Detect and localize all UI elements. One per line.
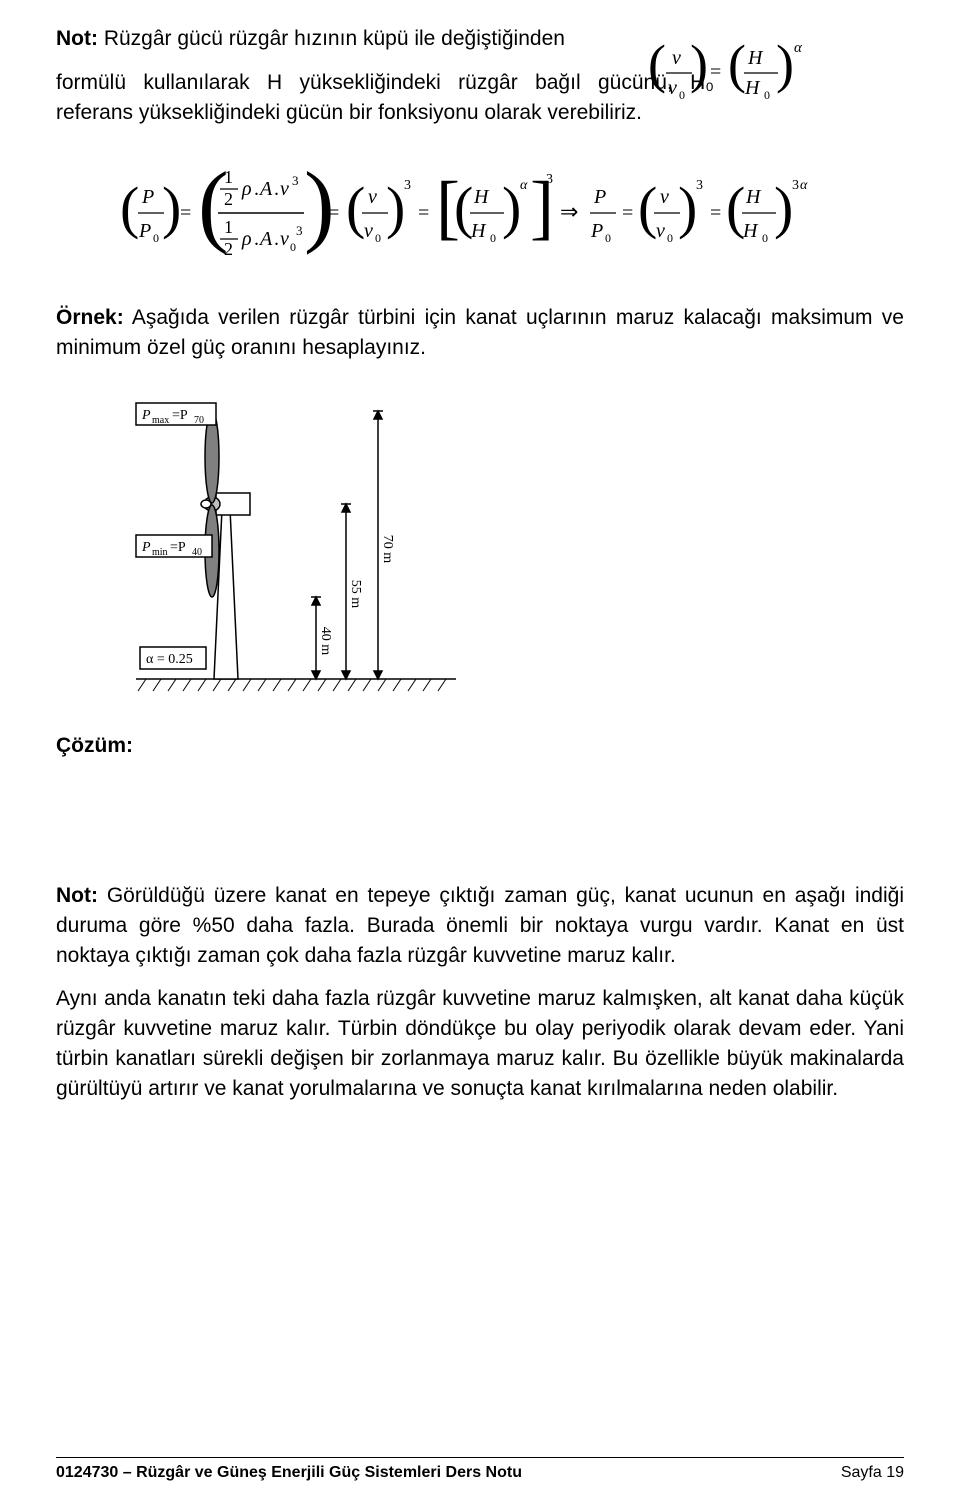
svg-text:v: v [660,186,669,208]
svg-text:0: 0 [605,231,611,245]
svg-text:): ) [678,175,697,240]
svg-text:3: 3 [292,173,299,188]
svg-text:α: α [520,178,528,193]
svg-text:0: 0 [667,231,673,245]
svg-text:(: ( [648,34,666,94]
svg-text:.: . [274,178,279,200]
label-55m: 55 m [348,580,363,609]
svg-text:): ) [162,175,181,240]
svg-text:ρ: ρ [241,228,252,250]
svg-text:): ) [502,175,521,240]
svg-text:v: v [364,220,373,242]
eq-var-v: v [672,47,681,69]
svg-text:): ) [776,34,794,94]
eq-exponent-alpha: α [794,40,803,56]
svg-text:v: v [280,228,289,250]
svg-text:3: 3 [696,178,703,193]
svg-text:1: 1 [224,167,233,187]
svg-text:=: = [328,202,339,224]
svg-text:=P: =P [170,540,186,555]
svg-text:): ) [690,34,708,94]
svg-text:0: 0 [762,231,768,245]
footer-left: 0124730 – Rüzgâr ve Güneş Enerjili Güç S… [56,1462,522,1485]
svg-text:P: P [593,186,606,208]
svg-text:2: 2 [224,239,233,259]
eq-var-v0: v [668,77,677,99]
svg-text:0: 0 [679,88,685,102]
label-not2: Not: [56,884,98,907]
text-ornek: Aşağıda verilen rüzgâr türbini için kana… [56,306,904,359]
svg-text:0: 0 [290,240,296,254]
svg-text:.: . [254,178,259,200]
svg-text:.: . [254,228,259,250]
svg-text:(: ( [638,175,657,240]
label-pmax: P [141,408,151,423]
svg-text:P: P [138,220,151,242]
svg-text:2: 2 [224,189,233,209]
svg-text:P: P [590,220,603,242]
paragraph-note1-cont: formülü kullanılarak H yüksekliğindeki r… [56,68,714,128]
svg-text:v: v [368,186,377,208]
svg-text:=P: =P [172,408,188,423]
svg-text:v: v [656,220,665,242]
svg-text:max: max [152,415,169,426]
svg-text:=: = [710,202,721,224]
svg-text:3: 3 [404,178,411,193]
paragraph-note2: Not: Görüldüğü üzere kanat en tepeye çık… [56,881,904,970]
svg-text:=: = [180,202,191,224]
svg-text:A: A [258,178,273,200]
svg-text:⇒: ⇒ [560,199,578,224]
svg-text:H: H [745,186,762,208]
label-pmin: P [141,540,151,555]
svg-text:=: = [622,202,633,224]
label-70m: 70 m [380,535,395,564]
svg-text:min: min [152,547,168,558]
svg-text:ρ: ρ [241,178,252,200]
svg-text:): ) [774,175,793,240]
svg-text:v: v [280,178,289,200]
label-ornek: Örnek: [56,306,124,329]
svg-text:A: A [258,228,273,250]
svg-text:(: ( [120,175,139,240]
svg-text:.: . [274,228,279,250]
text-not2: Görüldüğü üzere kanat en tepeye çıktığı … [56,884,904,967]
svg-text:40: 40 [192,547,202,558]
label-not: Not: [56,27,98,50]
svg-text:(: ( [728,34,746,94]
svg-text:1: 1 [224,217,233,237]
svg-text:0: 0 [490,231,496,245]
svg-text:0: 0 [764,88,770,102]
svg-text:3: 3 [296,223,303,238]
page-footer: 0124730 – Rüzgâr ve Güneş Enerjili Güç S… [56,1457,904,1485]
paragraph-note1: Not: Rüzgâr gücü rüzgâr hızının küpü ile… [56,24,714,54]
eq-var-H0: H [744,77,761,99]
svg-text:): ) [386,175,405,240]
heading-cozum: Çözüm: [56,731,904,761]
svg-text:H: H [742,220,759,242]
svg-text:α: α [800,178,808,193]
svg-text:0: 0 [153,231,159,245]
svg-text:P: P [141,186,154,208]
svg-text:3: 3 [546,172,553,187]
paragraph-ornek: Örnek: Aşağıda verilen rüzgâr türbini iç… [56,303,904,363]
label-alpha: α = 0.25 [146,652,193,667]
label-40m: 40 m [318,627,333,656]
eq-var-H: H [747,47,764,69]
svg-text:H: H [470,220,487,242]
footer-page-number: Sayfa 19 [841,1462,904,1485]
svg-text:(: ( [346,175,365,240]
svg-text:0: 0 [375,231,381,245]
equation-velocity-height: ( v v 0 ) = ( H H 0 ) α [648,32,824,114]
svg-text:=: = [418,202,429,224]
equation-power-derivation: ( P P0 ) = ( 1 2 ρ . A . v 3 1 2 ρ . [120,145,860,285]
wind-turbine-diagram: P max =P 70 P min =P 40 α = 0.25 40 m [116,379,476,709]
paragraph-3: Aynı anda kanatın teki daha fazla rüzgâr… [56,984,904,1103]
svg-text:H: H [473,186,490,208]
text-p1: Rüzgâr gücü rüzgâr hızının küpü ile deği… [98,27,565,50]
svg-text:70: 70 [194,415,204,426]
svg-text:3: 3 [792,178,799,193]
svg-text:=: = [710,61,721,83]
